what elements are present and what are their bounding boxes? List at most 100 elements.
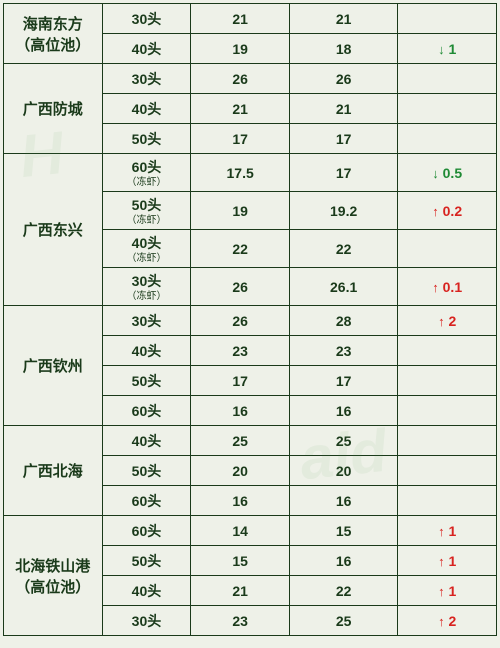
table-row: 广西东兴60头（冻虾）17.517↓ 0.5 [4,154,497,192]
arrow-up-icon: ↑ 2 [438,613,456,629]
spec-cell: 30头 [102,64,191,94]
price1-cell: 26 [191,64,290,94]
delta-cell [398,64,497,94]
delta-cell [398,94,497,124]
spec-cell: 30头（冻虾） [102,268,191,306]
price2-cell: 25 [289,606,397,636]
delta-cell [398,4,497,34]
price1-cell: 16 [191,396,290,426]
delta-cell: ↑ 2 [398,606,497,636]
spec-cell: 40头 [102,576,191,606]
delta-cell [398,230,497,268]
price2-cell: 16 [289,396,397,426]
price2-cell: 17 [289,366,397,396]
price2-cell: 28 [289,306,397,336]
delta-cell: ↑ 0.2 [398,192,497,230]
delta-cell: ↑ 1 [398,516,497,546]
spec-cell: 50头 [102,366,191,396]
spec-cell: 30头 [102,606,191,636]
delta-cell [398,486,497,516]
table-row: 海南东方（高位池）30头2121 [4,4,497,34]
price1-cell: 19 [191,34,290,64]
price2-cell: 26.1 [289,268,397,306]
spec-cell: 40头 [102,336,191,366]
arrow-down-icon: ↓ 1 [438,41,456,57]
spec-cell: 30头 [102,306,191,336]
delta-cell [398,366,497,396]
spec-sub: （冻虾） [105,292,189,302]
price1-cell: 22 [191,230,290,268]
spec-sub: （冻虾） [105,178,189,188]
table-row: 广西钦州30头2628↑ 2 [4,306,497,336]
spec-cell: 40头 [102,34,191,64]
price2-cell: 22 [289,230,397,268]
price2-cell: 17 [289,154,397,192]
delta-cell: ↓ 1 [398,34,497,64]
region-cell: 广西北海 [4,426,103,516]
price1-cell: 20 [191,456,290,486]
table-row: 北海铁山港（高位池）60头1415↑ 1 [4,516,497,546]
region-cell: 广西东兴 [4,154,103,306]
delta-cell: ↑ 0.1 [398,268,497,306]
price1-cell: 15 [191,546,290,576]
price2-cell: 20 [289,456,397,486]
delta-cell: ↑ 2 [398,306,497,336]
arrow-up-icon: ↑ 0.1 [432,279,462,295]
delta-cell [398,396,497,426]
arrow-down-icon: ↓ 0.5 [432,165,462,181]
delta-cell [398,456,497,486]
table-row: 广西防城30头2626 [4,64,497,94]
price1-cell: 17 [191,124,290,154]
price2-cell: 16 [289,486,397,516]
price2-cell: 22 [289,576,397,606]
price1-cell: 16 [191,486,290,516]
delta-cell: ↑ 1 [398,546,497,576]
spec-cell: 60头 [102,396,191,426]
spec-cell: 60头 [102,486,191,516]
price1-cell: 21 [191,94,290,124]
price2-cell: 19.2 [289,192,397,230]
price2-cell: 21 [289,4,397,34]
spec-cell: 50头（冻虾） [102,192,191,230]
delta-cell [398,336,497,366]
price2-cell: 17 [289,124,397,154]
price1-cell: 26 [191,306,290,336]
arrow-up-icon: ↑ 1 [438,583,456,599]
price1-cell: 21 [191,4,290,34]
spec-cell: 60头 [102,516,191,546]
delta-cell [398,124,497,154]
spec-sub: （冻虾） [105,216,189,226]
price2-cell: 18 [289,34,397,64]
region-cell: 北海铁山港（高位池） [4,516,103,636]
arrow-up-icon: ↑ 0.2 [432,203,462,219]
price2-cell: 26 [289,64,397,94]
price1-cell: 25 [191,426,290,456]
price1-cell: 19 [191,192,290,230]
spec-sub: （冻虾） [105,254,189,264]
price2-cell: 25 [289,426,397,456]
price2-cell: 21 [289,94,397,124]
spec-cell: 60头（冻虾） [102,154,191,192]
price1-cell: 23 [191,606,290,636]
spec-cell: 50头 [102,124,191,154]
table-row: 广西北海40头2525 [4,426,497,456]
price1-cell: 17.5 [191,154,290,192]
price2-cell: 15 [289,516,397,546]
spec-cell: 50头 [102,546,191,576]
region-cell: 海南东方（高位池） [4,4,103,64]
price1-cell: 14 [191,516,290,546]
price1-cell: 26 [191,268,290,306]
spec-cell: 50头 [102,456,191,486]
price2-cell: 16 [289,546,397,576]
spec-cell: 40头 [102,426,191,456]
spec-cell: 40头（冻虾） [102,230,191,268]
price-table: 海南东方（高位池）30头212140头1918↓ 1广西防城30头262640头… [3,3,497,636]
delta-cell: ↑ 1 [398,576,497,606]
spec-cell: 40头 [102,94,191,124]
region-cell: 广西钦州 [4,306,103,426]
spec-cell: 30头 [102,4,191,34]
arrow-up-icon: ↑ 1 [438,523,456,539]
delta-cell: ↓ 0.5 [398,154,497,192]
price2-cell: 23 [289,336,397,366]
price1-cell: 23 [191,336,290,366]
